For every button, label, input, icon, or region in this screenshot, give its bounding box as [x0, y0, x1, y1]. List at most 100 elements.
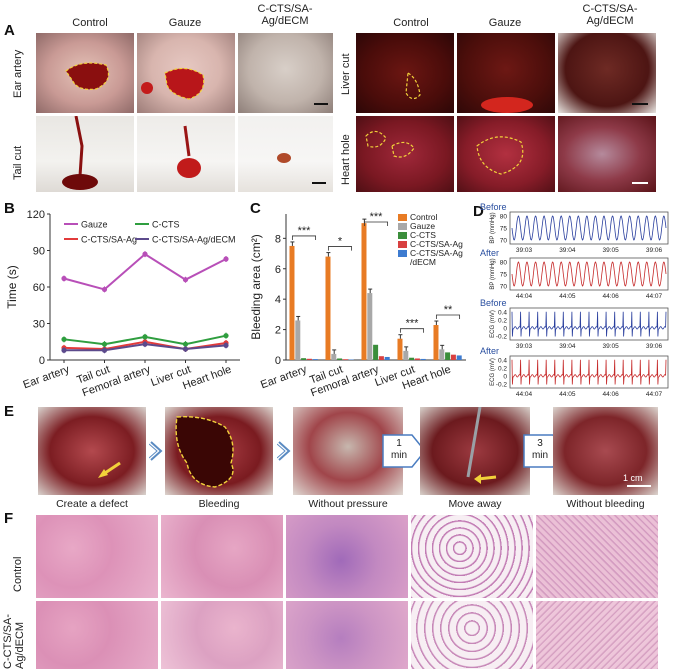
- trace-heading: Before: [480, 202, 507, 212]
- step-3min-text: 3 min: [531, 438, 549, 461]
- col-header-gauze: Gauze: [168, 17, 202, 29]
- y-tick-label: 0: [275, 355, 281, 367]
- histo-control-5: [536, 515, 658, 598]
- histo-control-4: [411, 515, 533, 598]
- photo-heart-decm: [558, 116, 656, 192]
- trace-y-tick: -0.2: [496, 334, 508, 341]
- bar: [403, 350, 409, 360]
- y-tick-label: 8: [275, 233, 281, 245]
- significance-label: *: [338, 236, 343, 248]
- caption-move-away: Move away: [448, 498, 502, 510]
- trace-y-tick: 0.2: [498, 366, 507, 373]
- step-1min-text: 1 min: [390, 438, 408, 461]
- data-point: [223, 342, 229, 348]
- bar: [420, 358, 426, 360]
- data-point: [61, 347, 67, 353]
- photo-ear-gauze: [137, 33, 235, 113]
- legend-label: C-CTS/SA-Ag/dECM: [152, 235, 236, 245]
- trace-time-label: 44:04: [516, 293, 533, 300]
- trace-y-label: BP (mmHg): [490, 212, 496, 243]
- trace-time-label: 39:03: [516, 247, 533, 254]
- legend-label-cont: /dECM: [410, 257, 436, 267]
- legend-swatch: [398, 232, 407, 239]
- trace-time-label: 44:04: [516, 391, 533, 398]
- photo-move-away: [420, 407, 530, 495]
- legend-label: C-CTS: [410, 230, 436, 240]
- trace-line: [511, 311, 667, 337]
- y-tick-label: 6: [275, 264, 281, 276]
- row-label-tail-cut: Tail cut: [12, 145, 24, 180]
- legend-label: Gauze: [81, 220, 108, 230]
- significance-label: ***: [370, 211, 384, 223]
- trace-time-label: 39:05: [603, 247, 620, 254]
- bp-ecg-traces: Before 80 75 70 BP (mmHg) 39:03 39:04 39:05 39:0…: [480, 202, 669, 398]
- data-point: [223, 333, 229, 339]
- legend-label: Control: [410, 212, 438, 222]
- trace-time-label: 39:05: [603, 343, 620, 350]
- bar: [331, 353, 337, 360]
- bar: [373, 344, 379, 360]
- data-point: [142, 334, 148, 340]
- bar: [384, 356, 390, 360]
- y-tick-label: 30: [33, 319, 45, 331]
- bar: [445, 352, 451, 360]
- photo-heart-control: [356, 116, 454, 192]
- trace-frame: [509, 355, 669, 389]
- data-point: [61, 336, 67, 342]
- y-axis-label: Time (s): [5, 265, 19, 309]
- col-header-control-right: Control: [393, 17, 429, 29]
- trace-y-tick: 0: [503, 374, 507, 381]
- histo-decm-2: [161, 601, 283, 669]
- trace-y-tick: 0: [503, 326, 507, 333]
- data-point: [101, 347, 108, 353]
- trace-line: [511, 215, 667, 241]
- row-label-control-histology: Control: [12, 556, 24, 592]
- significance-bracket: [399, 328, 425, 333]
- trace-y-tick: 0.2: [498, 318, 507, 325]
- photo-ear-control: [36, 33, 134, 113]
- bar: [378, 356, 384, 360]
- trace-time-label: 39:06: [646, 247, 663, 254]
- panel-a-label: A: [4, 22, 15, 39]
- trace-y-tick: 75: [500, 272, 508, 279]
- trace-y-tick: 80: [500, 214, 508, 221]
- significance-label: ***: [406, 318, 420, 330]
- trace-y-label: BP (mmHg): [490, 258, 496, 289]
- trace-time-label: 44:06: [603, 391, 620, 398]
- bar: [439, 349, 445, 360]
- legend-label: Gauze: [410, 221, 435, 231]
- photo-without-bleeding: 1 cm: [553, 407, 658, 495]
- photo-heart-gauze: [457, 116, 555, 192]
- col-header-gauze-right: Gauze: [488, 17, 522, 29]
- data-point: [142, 251, 148, 257]
- caption-create-defect: Create a defect: [56, 498, 128, 510]
- trace-y-tick: 70: [500, 238, 508, 245]
- trace-line: [511, 261, 667, 287]
- photo-liver-control: [356, 33, 454, 113]
- histo-decm-4: [411, 601, 533, 669]
- bar: [450, 354, 456, 360]
- photo-ear-decm: [238, 33, 333, 113]
- trace-y-label: ECG (mV): [490, 310, 496, 338]
- chevron-icon-2: [276, 440, 291, 462]
- y-tick-label: 120: [27, 209, 45, 221]
- bar: [456, 355, 462, 360]
- trace-time-label: 44:06: [603, 293, 620, 300]
- histo-decm-3: [286, 601, 408, 669]
- trace-time-label: 44:05: [559, 391, 576, 398]
- scale-bar-label: 1 cm: [623, 473, 643, 483]
- histo-decm-1: [36, 601, 158, 669]
- legend-swatch: [398, 250, 407, 257]
- bar: [289, 245, 295, 360]
- bar: [367, 293, 373, 360]
- histo-control-1: [36, 515, 158, 598]
- legend-swatch: [398, 223, 407, 230]
- y-tick-label: 0: [39, 355, 45, 367]
- panel-f-label: F: [4, 510, 14, 527]
- row-label-liver-cut: Liver cut: [340, 53, 352, 95]
- row-label-ear-artery: Ear artery: [12, 49, 24, 98]
- trace-frame: [509, 211, 669, 245]
- histo-decm-5: [536, 601, 658, 669]
